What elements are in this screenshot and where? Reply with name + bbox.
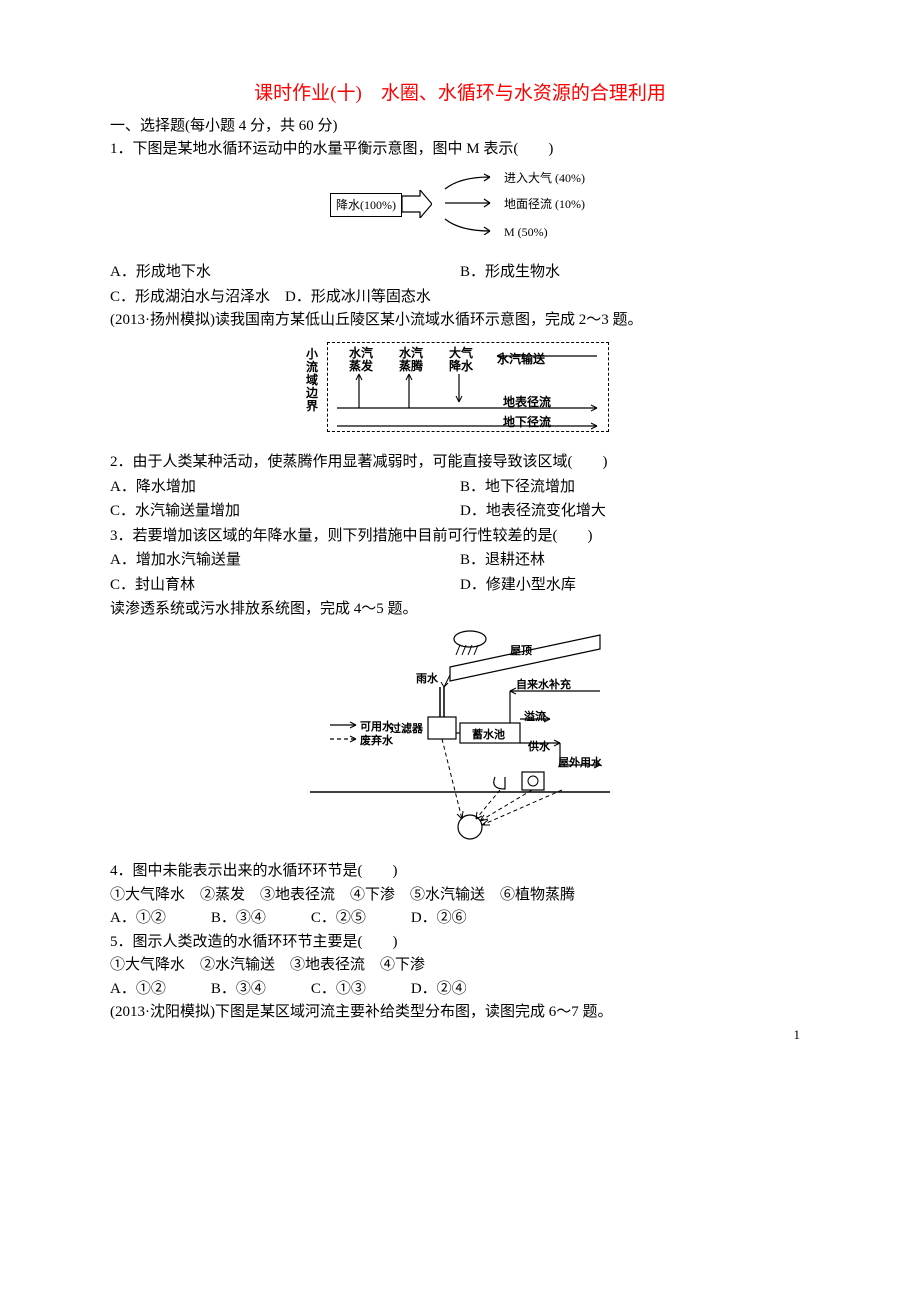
- q4-list: ①大气降水 ②蒸发 ③地表径流 ④下渗 ⑤水汽输送 ⑥植物蒸腾: [110, 884, 810, 907]
- d3-pool-label: 蓄水池: [472, 727, 505, 744]
- q2-optD: D．地表径流变化增大: [460, 500, 606, 523]
- q2-optA: A．降水增加: [110, 476, 460, 499]
- q4-opts: A．①② B．③④ C．②⑤ D．②⑥: [110, 907, 810, 930]
- pre-q45: 读渗透系统或污水排放系统图，完成 4～5 题。: [110, 598, 810, 621]
- q2-optC: C．水汽输送量增加: [110, 500, 460, 523]
- diagram-2-container: 小流域边界 水汽蒸发 水汽蒸腾 大气降水 水汽输送 地表径流 地下径流: [110, 338, 810, 446]
- q5-stem: 5．图示人类改造的水循环环节主要是( ): [110, 931, 810, 954]
- d2-basin-label: 小流域边界: [305, 348, 319, 414]
- q1-optC: C．形成湖泊水与沼泽水: [110, 289, 270, 305]
- q1-optD: D．形成冰川等固态水: [285, 289, 431, 305]
- d1-big-arrow-icon: [402, 190, 432, 218]
- q2-stem: 2．由于人类某种活动，使蒸腾作用显著减弱时，可能直接导致该区域( ): [110, 451, 810, 474]
- d3-outdoor-label: 屋外用水: [558, 755, 602, 772]
- q3-optA: A．增加水汽输送量: [110, 549, 460, 572]
- d3-svg-icon: [300, 627, 620, 847]
- q4-stem: 4．图中未能表示出来的水循环环节是( ): [110, 860, 810, 883]
- d1-label-2: 地面径流 (10%): [504, 195, 585, 213]
- diagram-1: 降水(100%) 进入大气 (40%) 地面径流 (10%) M (50%): [320, 167, 600, 247]
- q1-stem: 1．下图是某地水循环运动中的水量平衡示意图，图中 M 表示( ): [110, 138, 810, 161]
- page-title: 课时作业(十) 水圈、水循环与水资源的合理利用: [110, 80, 810, 109]
- d2-arrows-icon: [327, 342, 609, 432]
- q3-optD: D．修建小型水库: [460, 574, 576, 597]
- d1-label-1: 进入大气 (40%): [504, 169, 585, 187]
- d3-rain-label: 雨水: [416, 671, 438, 688]
- q3-optC: C．封山育林: [110, 574, 460, 597]
- d3-overflow-label: 溢流: [524, 709, 546, 726]
- q3-stem: 3．若要增加该区域的年降水量，则下列措施中目前可行性较差的是( ): [110, 525, 810, 548]
- pre-q67: (2013·沈阳模拟)下图是某区域河流主要补给类型分布图，读图完成 6～7 题。: [110, 1001, 810, 1024]
- d1-label-3: M (50%): [504, 223, 548, 241]
- q3-optB: B．退耕还林: [460, 549, 545, 572]
- d1-precip-box: 降水(100%): [330, 193, 402, 217]
- q1-optB: B．形成生物水: [460, 261, 560, 284]
- d1-arrow-up-icon: [440, 173, 500, 191]
- section-heading: 一、选择题(每小题 4 分，共 60 分): [110, 115, 810, 138]
- d3-filter-label: 过滤器: [390, 721, 423, 738]
- d3-tap-label: 自来水补充: [516, 677, 571, 694]
- d3-waste-label: 废弃水: [360, 733, 393, 750]
- d3-roof-label: 屋顶: [510, 643, 532, 660]
- diagram-3-container: 屋顶 雨水 自来水补充 过滤器 溢流 蓄水池 供水 屋外用水 可用水 废弃水: [110, 627, 810, 855]
- d1-arrow-mid-icon: [440, 197, 500, 209]
- q5-opts: A．①② B．③④ C．①③ D．②④: [110, 978, 810, 1001]
- page-number: 1: [794, 1025, 801, 1045]
- pre-q23: (2013·扬州模拟)读我国南方某低山丘陵区某小流域水循环示意图，完成 2～3 …: [110, 309, 810, 332]
- q1-optA: A．形成地下水: [110, 261, 460, 284]
- diagram-2: 小流域边界 水汽蒸发 水汽蒸腾 大气降水 水汽输送 地表径流 地下径流: [305, 338, 615, 438]
- diagram-1-container: 降水(100%) 进入大气 (40%) 地面径流 (10%) M (50%): [110, 167, 810, 255]
- d3-supply-label: 供水: [528, 739, 550, 756]
- q5-list: ①大气降水 ②水汽输送 ③地表径流 ④下渗: [110, 954, 810, 977]
- diagram-3: 屋顶 雨水 自来水补充 过滤器 溢流 蓄水池 供水 屋外用水 可用水 废弃水: [300, 627, 620, 847]
- d1-arrow-down-icon: [440, 217, 500, 235]
- q2-optB: B．地下径流增加: [460, 476, 575, 499]
